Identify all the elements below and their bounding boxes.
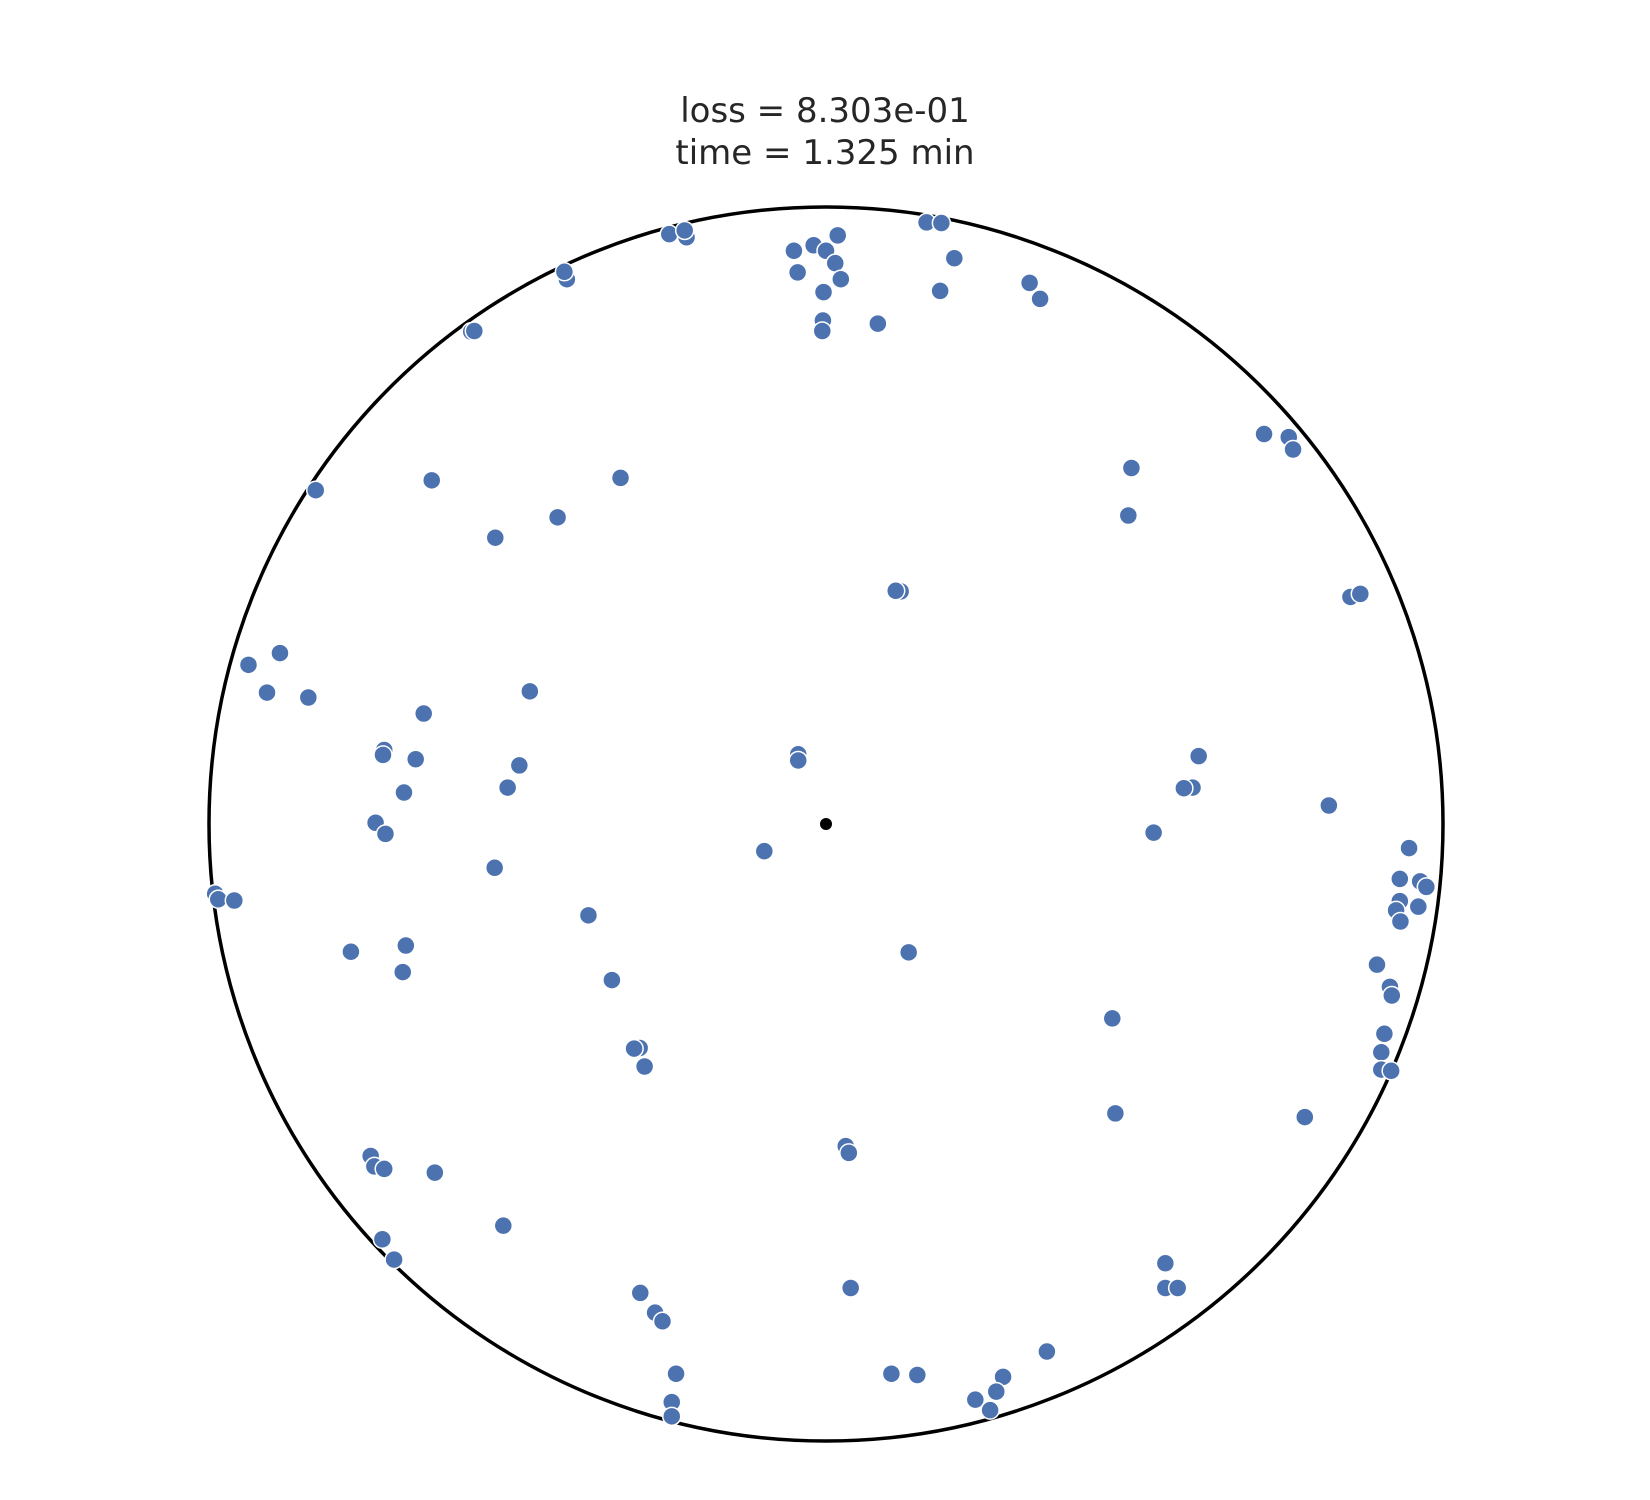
data-point bbox=[610, 468, 631, 488]
data-point bbox=[520, 681, 540, 702]
data-point bbox=[885, 581, 906, 601]
data-point bbox=[497, 777, 518, 798]
data-point bbox=[425, 1162, 445, 1183]
data-point bbox=[634, 1056, 655, 1077]
data-point bbox=[413, 703, 434, 724]
data-point bbox=[1390, 911, 1411, 932]
data-point bbox=[840, 1278, 861, 1298]
data-point bbox=[1105, 1103, 1126, 1124]
chart-title-line-2: time = 1.325 min bbox=[675, 133, 974, 173]
data-point bbox=[1143, 822, 1164, 843]
data-point bbox=[1416, 877, 1437, 897]
data-point bbox=[1374, 1024, 1395, 1044]
data-point bbox=[1118, 505, 1139, 526]
data-point bbox=[1367, 954, 1387, 975]
data-point bbox=[666, 1363, 686, 1384]
data-point bbox=[784, 241, 804, 261]
data-point bbox=[788, 750, 808, 771]
data-point bbox=[662, 1406, 682, 1427]
data-point bbox=[547, 507, 568, 528]
data-point bbox=[554, 262, 575, 282]
data-point bbox=[965, 1389, 986, 1410]
unit-circle-boundary bbox=[207, 205, 1445, 1443]
data-point bbox=[270, 643, 290, 663]
data-point bbox=[827, 225, 848, 246]
data-point bbox=[374, 1159, 394, 1179]
data-point bbox=[602, 970, 622, 990]
data-point bbox=[394, 782, 414, 803]
data-point bbox=[224, 890, 245, 911]
data-point bbox=[630, 1283, 651, 1303]
data-point bbox=[931, 213, 952, 233]
data-point bbox=[375, 824, 396, 844]
data-point bbox=[652, 1311, 673, 1332]
data-point bbox=[1037, 1341, 1057, 1362]
data-point bbox=[1408, 896, 1429, 917]
data-point bbox=[1102, 1008, 1123, 1029]
data-point bbox=[305, 480, 326, 500]
data-point bbox=[1283, 439, 1303, 460]
data-point bbox=[787, 262, 808, 283]
data-point bbox=[396, 935, 416, 956]
data-point bbox=[831, 269, 851, 289]
data-point bbox=[1121, 458, 1142, 478]
data-point bbox=[825, 253, 846, 273]
data-point bbox=[1371, 1042, 1392, 1063]
data-point bbox=[421, 470, 442, 491]
data-point bbox=[298, 687, 319, 708]
data-point bbox=[1030, 289, 1050, 309]
data-point bbox=[674, 220, 695, 241]
data-point bbox=[493, 1215, 514, 1236]
data-point bbox=[1382, 985, 1402, 1006]
data-point bbox=[1381, 1061, 1401, 1081]
data-point bbox=[372, 1229, 393, 1249]
data-point bbox=[986, 1381, 1007, 1402]
data-point bbox=[1390, 869, 1410, 889]
data-point bbox=[944, 248, 965, 268]
data-point bbox=[578, 905, 599, 926]
data-point bbox=[1188, 746, 1209, 766]
data-point bbox=[257, 682, 277, 703]
data-point bbox=[208, 889, 229, 910]
data-point bbox=[839, 1143, 859, 1163]
data-point bbox=[1167, 1278, 1188, 1298]
data-point bbox=[509, 755, 530, 776]
data-point bbox=[1155, 1253, 1176, 1274]
data-point bbox=[980, 1400, 1000, 1420]
data-point bbox=[392, 962, 413, 982]
data-point bbox=[754, 841, 775, 861]
data-point bbox=[341, 941, 361, 962]
data-point bbox=[373, 745, 393, 765]
data-point bbox=[1174, 778, 1194, 798]
center-point bbox=[820, 818, 832, 830]
data-point bbox=[405, 749, 426, 769]
data-point bbox=[813, 282, 834, 302]
data-point bbox=[1295, 1107, 1315, 1127]
data-point bbox=[930, 281, 950, 301]
data-point bbox=[812, 321, 833, 341]
data-point bbox=[485, 527, 506, 548]
data-point bbox=[484, 858, 505, 878]
data-point bbox=[881, 1363, 902, 1384]
data-point bbox=[1254, 424, 1274, 444]
data-point bbox=[384, 1249, 404, 1270]
chart-title-line-1: loss = 8.303e-01 bbox=[680, 91, 970, 131]
data-point bbox=[464, 321, 485, 341]
data-point bbox=[868, 313, 888, 334]
data-point bbox=[1019, 273, 1040, 293]
data-point bbox=[1350, 584, 1371, 604]
data-point bbox=[1399, 838, 1419, 858]
data-point bbox=[624, 1038, 644, 1059]
data-point bbox=[238, 655, 259, 675]
data-points bbox=[205, 212, 1437, 1427]
data-point bbox=[907, 1365, 928, 1385]
data-point bbox=[898, 942, 919, 963]
data-point bbox=[1319, 795, 1339, 816]
